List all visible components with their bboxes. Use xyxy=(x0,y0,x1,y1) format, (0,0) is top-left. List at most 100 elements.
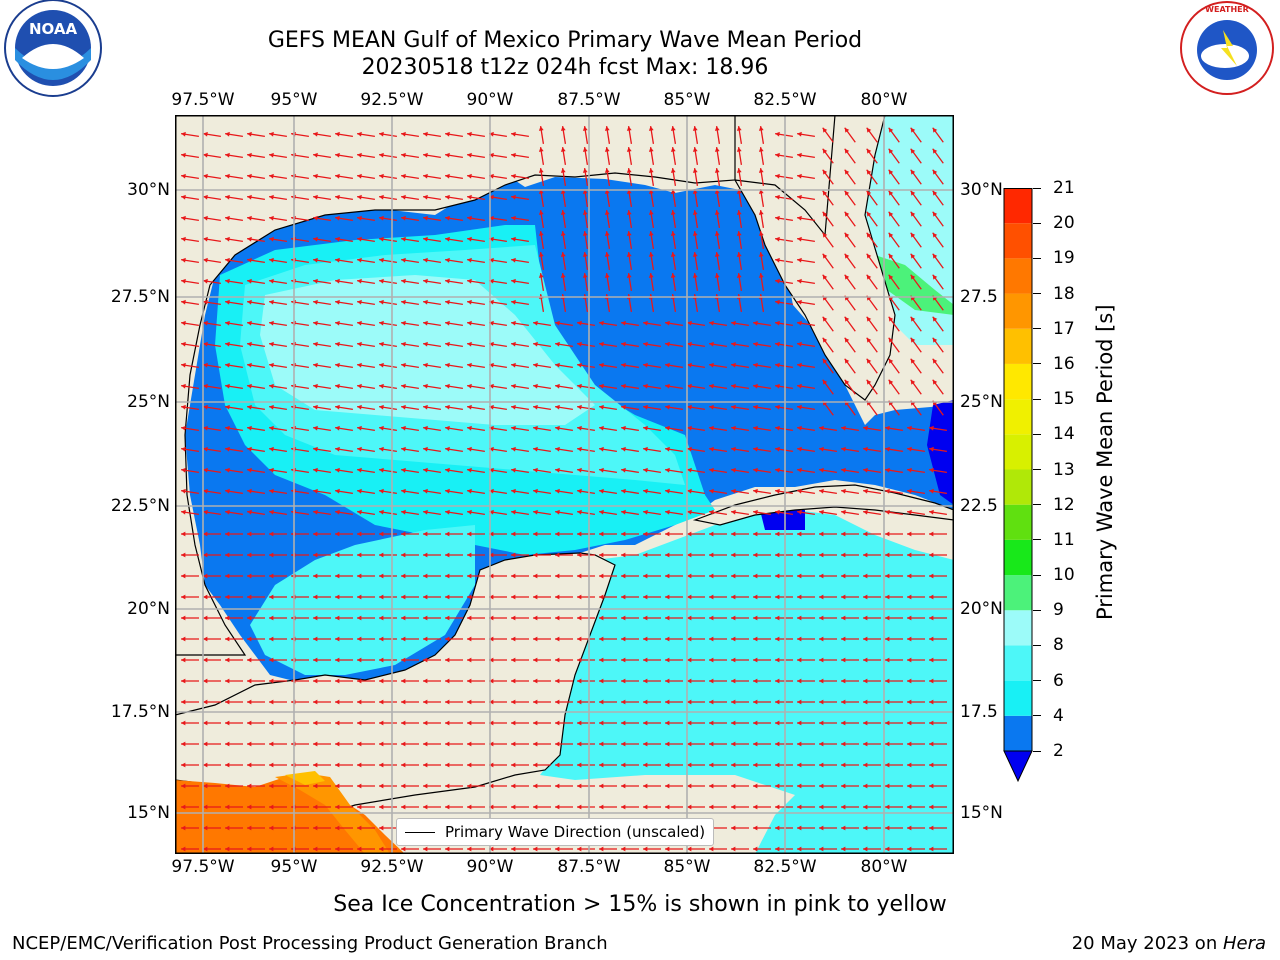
wave-arrow xyxy=(822,232,834,248)
wave-arrow xyxy=(357,467,375,474)
wave-arrow xyxy=(841,720,859,726)
wave-arrow xyxy=(445,341,463,348)
wave-arrow xyxy=(423,846,441,852)
wave-arrow xyxy=(247,804,265,810)
wave-arrow xyxy=(621,467,639,474)
wave-arrow xyxy=(560,147,567,165)
wave-arrow xyxy=(929,762,947,768)
wave-arrow xyxy=(357,425,375,432)
wave-arrow xyxy=(929,657,947,663)
wave-arrow xyxy=(313,383,331,390)
wave-arrow xyxy=(247,404,265,411)
wave-arrow xyxy=(577,720,595,726)
wave-arrow xyxy=(577,762,595,768)
wave-arrow xyxy=(423,488,441,495)
colorbar-tick-label: 15 xyxy=(1053,389,1075,410)
wave-arrow xyxy=(357,615,375,621)
wave-arrow xyxy=(335,341,353,348)
wave-arrow xyxy=(709,678,727,684)
wave-arrow xyxy=(736,273,743,291)
wave-arrow xyxy=(665,509,683,516)
wave-arrow xyxy=(709,783,727,789)
wave-arrow xyxy=(247,131,265,138)
wave-arrow xyxy=(714,168,721,186)
wave-arrow xyxy=(181,467,199,474)
wave-arrow xyxy=(665,804,683,810)
wave-arrow xyxy=(709,404,727,411)
colorbar-segment xyxy=(1004,293,1032,329)
wave-arrow xyxy=(599,341,617,348)
wave-arrow xyxy=(181,804,199,810)
wave-arrow xyxy=(335,825,353,831)
wave-arrow xyxy=(844,232,856,248)
wave-arrow xyxy=(692,273,699,291)
colorbar-segment xyxy=(1004,539,1032,576)
wave-arrow xyxy=(736,189,743,207)
wave-arrow xyxy=(797,783,815,789)
wave-arrow xyxy=(511,573,529,579)
wave-arrow xyxy=(401,257,419,264)
wave-arrow xyxy=(648,231,655,249)
wave-arrow xyxy=(203,636,221,642)
wave-arrow xyxy=(822,190,834,206)
wave-arrow xyxy=(379,720,397,726)
wave-arrow xyxy=(357,257,375,264)
wave-arrow xyxy=(687,636,705,642)
wave-arrow xyxy=(445,804,463,810)
colorbar-tick-label: 17 xyxy=(1053,318,1075,339)
wave-arrow xyxy=(445,762,463,768)
colorbar xyxy=(1003,188,1033,783)
wave-arrow xyxy=(797,488,815,495)
lat-tick-right: 17.5 xyxy=(960,702,998,722)
wave-arrow xyxy=(357,804,375,810)
wave-arrow xyxy=(888,379,900,395)
wave-arrow xyxy=(467,320,485,327)
wave-arrow xyxy=(841,657,859,663)
wave-arrow xyxy=(357,236,375,243)
wave-arrow xyxy=(181,783,199,789)
wave-arrow xyxy=(560,252,567,270)
wave-arrow xyxy=(709,594,727,600)
wave-arrow xyxy=(885,825,903,831)
wave-arrow xyxy=(753,783,771,789)
wave-arrow xyxy=(929,804,947,810)
wave-arrow xyxy=(648,147,655,165)
wave-arrow xyxy=(538,252,545,270)
wave-arrow xyxy=(401,383,419,390)
wave-arrow xyxy=(335,573,353,579)
wave-arrow xyxy=(247,741,265,747)
wave-arrow xyxy=(467,278,485,285)
wave-arrow xyxy=(269,362,287,369)
wave-arrow xyxy=(445,152,463,159)
wave-arrow xyxy=(467,467,485,474)
wave-arrow xyxy=(203,152,221,159)
wave-arrow xyxy=(181,657,199,663)
wave-arrow xyxy=(335,509,353,516)
wave-arrow xyxy=(797,257,815,264)
wave-arrow xyxy=(599,404,617,411)
wave-arrow xyxy=(357,404,375,411)
wave-arrow xyxy=(247,194,265,201)
wave-arrow xyxy=(225,720,243,726)
wave-arrow xyxy=(599,720,617,726)
florida-land xyxy=(733,115,896,401)
wave-arrow xyxy=(269,194,287,201)
wave-arrow xyxy=(841,425,859,432)
wave-arrow xyxy=(269,383,287,390)
wave-arrow xyxy=(313,531,331,537)
wave-arrow xyxy=(621,552,639,558)
wave-arrow xyxy=(225,299,243,306)
wave-arrow xyxy=(819,531,837,537)
colorbar-tick-label: 18 xyxy=(1053,283,1075,304)
wave-arrow xyxy=(181,131,199,138)
wave-arrow xyxy=(731,678,749,684)
wave-arrow xyxy=(445,404,463,411)
lat-tick-left: 27.5°N xyxy=(110,287,170,307)
wave-arrow xyxy=(643,488,661,495)
wave-arrow xyxy=(888,190,900,206)
wave-arrow xyxy=(863,657,881,663)
wave-arrow xyxy=(357,152,375,159)
wave-arrow xyxy=(181,741,199,747)
wave-arrow xyxy=(929,573,947,579)
wave-arrow xyxy=(489,699,507,705)
